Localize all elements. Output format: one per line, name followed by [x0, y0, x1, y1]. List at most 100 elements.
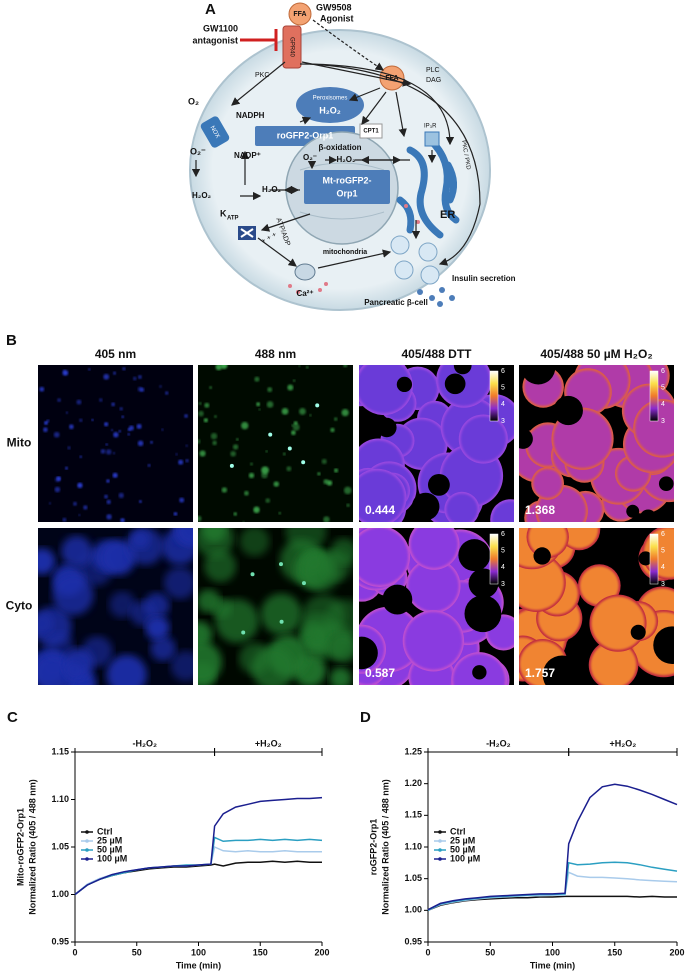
series-line: [427, 871, 678, 911]
cell: [579, 566, 619, 605]
micrograph: 3 4 5 6 1.368: [519, 365, 674, 522]
cell: [292, 423, 300, 431]
cell: [299, 408, 306, 415]
y-tick-label: 0.95: [404, 936, 422, 946]
cell: [54, 486, 61, 493]
cell: [221, 487, 228, 493]
cell: [233, 512, 237, 516]
cell: [317, 472, 321, 476]
ca-channel: [294, 263, 316, 281]
released-insulin: [417, 287, 455, 307]
cell: [91, 418, 94, 422]
cell: [104, 422, 109, 427]
hole: [427, 473, 450, 496]
colorbar: [489, 370, 499, 422]
x-tick-label: 150: [607, 947, 622, 957]
label: PKC: [255, 72, 269, 79]
cell: [292, 379, 296, 382]
cell: [209, 386, 213, 390]
cell: [175, 528, 193, 546]
column-header: 405/488 DTT: [401, 347, 472, 361]
cell: [410, 528, 458, 568]
cell: [56, 476, 61, 481]
x-tick-label: 50: [485, 947, 495, 957]
cell: [242, 520, 245, 522]
x-tick-label: 100: [191, 947, 206, 957]
ca-ions: [288, 204, 420, 294]
bright-spot: [241, 630, 246, 635]
cell: [267, 387, 273, 393]
legend-dot: [85, 848, 89, 852]
cell: [261, 471, 268, 479]
cell: [198, 621, 213, 648]
colorbar-tick: 6: [501, 368, 505, 375]
katp-closed: [240, 228, 254, 238]
cell: [198, 402, 202, 405]
cell: [118, 429, 122, 433]
cell: [57, 398, 61, 403]
cell: [48, 502, 52, 505]
panel-a: A FFA GW9508 Agonist GW1100 antagonist G…: [188, 1, 516, 311]
cell: [287, 384, 294, 391]
cell: [185, 458, 189, 463]
cell: [79, 455, 83, 459]
x-tick-label: 100: [545, 947, 560, 957]
x-axis-label: Time (min): [176, 960, 221, 970]
legend-label: Ctrl: [97, 826, 113, 836]
cell: [330, 427, 335, 433]
cell: [111, 429, 114, 432]
y-axis-label: roGFP2-Orp1: [368, 819, 378, 876]
x-tick-label: 200: [669, 947, 684, 957]
x-tick-label: 200: [314, 947, 329, 957]
hole: [359, 636, 378, 670]
series-line: [74, 860, 322, 896]
cell: [111, 402, 115, 407]
legend-label: 25 µM: [450, 835, 475, 845]
cell: [453, 654, 505, 685]
cell: [159, 385, 162, 388]
colorbar: [649, 533, 659, 585]
cell: [460, 416, 506, 462]
hole: [464, 595, 502, 633]
y-tick-label: 1.20: [404, 778, 422, 788]
bright-spot: [278, 562, 283, 567]
cell: [138, 500, 142, 503]
y-axis-label: Mito-roGFP2-Orp1: [15, 808, 25, 886]
label: O₂: [188, 96, 199, 106]
cell: [199, 450, 206, 457]
cell: [298, 365, 301, 368]
cell: [161, 428, 164, 431]
cell: [137, 375, 142, 380]
cell: [173, 512, 178, 516]
cell: [212, 440, 217, 446]
cell: [299, 613, 337, 651]
legend-label: Ctrl: [450, 826, 466, 836]
arrows: [191, 19, 481, 269]
cell: [62, 369, 66, 373]
cell: [250, 462, 253, 466]
cell: [204, 402, 210, 408]
cell: [404, 612, 463, 670]
x-axis-label: Time (min): [530, 960, 575, 970]
cell: [198, 515, 202, 522]
cell: [230, 450, 236, 457]
colorbar-tick: 4: [501, 564, 505, 571]
colorbar-tick: 3: [661, 581, 665, 588]
cell: [305, 365, 309, 369]
colorbar-tick: 5: [501, 385, 505, 392]
granules: [390, 235, 440, 285]
cell: [44, 421, 48, 425]
cell: [260, 593, 302, 635]
cell: [590, 642, 637, 685]
label: O₂⁻: [303, 153, 317, 162]
y-tick-label: 1.05: [51, 841, 69, 851]
cell: [150, 440, 153, 444]
x-tick-label: 0: [425, 947, 430, 957]
cell: [127, 433, 130, 436]
cell: [236, 438, 239, 441]
hole: [653, 626, 674, 664]
annotation: +H₂O₂: [609, 738, 636, 748]
colorbar-tick: 4: [661, 564, 665, 571]
cell: [121, 415, 125, 419]
